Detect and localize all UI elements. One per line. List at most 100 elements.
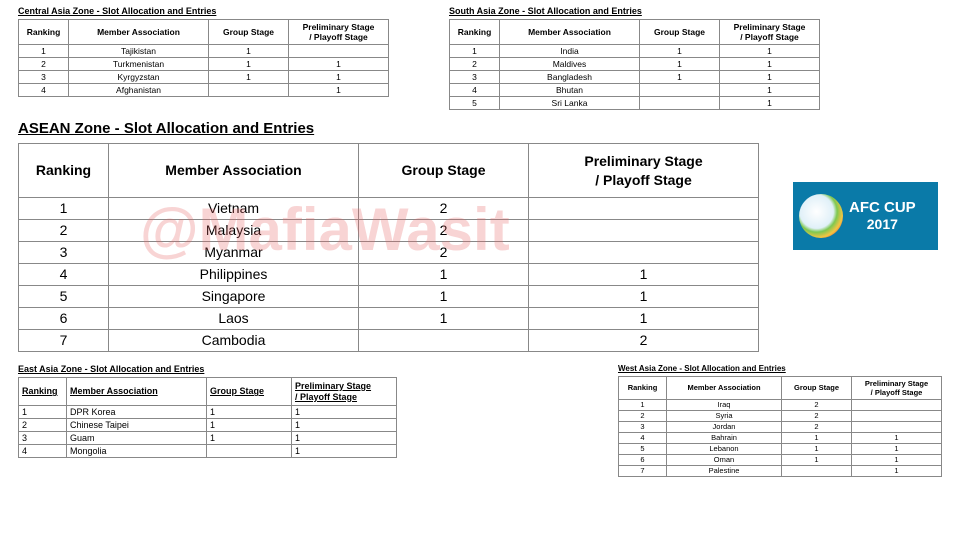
cell-member: Lebanon <box>667 443 782 454</box>
west-zone-table: Ranking Member Association Group Stage P… <box>618 376 942 477</box>
east-zone-block: East Asia Zone - Slot Allocation and Ent… <box>18 364 397 477</box>
asean-zone-table: Ranking Member Association Group Stage P… <box>18 143 759 351</box>
central-zone-block: Central Asia Zone - Slot Allocation and … <box>18 6 389 110</box>
th-prelim: Preliminary Stage/ Playoff Stage <box>292 377 397 406</box>
table-row: 4Mongolia1 <box>19 445 397 458</box>
table-row: 3Jordan2 <box>619 421 942 432</box>
th-prelim: Preliminary Stage/ Playoff Stage <box>289 20 389 45</box>
central-zone-table: Ranking Member Association Group Stage P… <box>18 19 389 97</box>
cell-group: 1 <box>207 432 292 445</box>
cell-member: Bhutan <box>500 84 640 97</box>
cell-group: 2 <box>359 197 529 219</box>
cell-prelim: 1 <box>529 285 759 307</box>
th-group: Group Stage <box>782 376 852 399</box>
cell-prelim: 1 <box>720 84 820 97</box>
west-zone-title: West Asia Zone - Slot Allocation and Ent… <box>618 364 942 373</box>
cell-prelim: 1 <box>529 307 759 329</box>
cell-rank: 2 <box>19 58 69 71</box>
table-row: 1DPR Korea11 <box>19 406 397 419</box>
th-member: Member Association <box>69 20 209 45</box>
cell-prelim <box>852 410 942 421</box>
cell-member: Afghanistan <box>69 84 209 97</box>
th-member: Member Association <box>500 20 640 45</box>
cell-rank: 5 <box>450 97 500 110</box>
cell-group <box>209 84 289 97</box>
cell-prelim: 1 <box>289 58 389 71</box>
cell-prelim: 1 <box>289 84 389 97</box>
cell-member: Palestine <box>667 465 782 476</box>
table-row: 2Malaysia2 <box>19 219 759 241</box>
cell-prelim <box>852 399 942 410</box>
th-group: Group Stage <box>209 20 289 45</box>
cell-prelim: 1 <box>720 45 820 58</box>
cell-prelim <box>529 197 759 219</box>
logo-year-text: 2017 <box>849 216 916 232</box>
table-row: 5Lebanon11 <box>619 443 942 454</box>
cell-member: Tajikistan <box>69 45 209 58</box>
table-row: 2Turkmenistan11 <box>19 58 389 71</box>
cell-rank: 6 <box>19 307 109 329</box>
cell-group: 1 <box>207 406 292 419</box>
cell-member: Maldives <box>500 58 640 71</box>
cell-member: Cambodia <box>109 329 359 351</box>
cell-group: 1 <box>640 58 720 71</box>
table-row: 2Syria2 <box>619 410 942 421</box>
cell-member: Oman <box>667 454 782 465</box>
cell-prelim: 1 <box>720 71 820 84</box>
table-row: 3Guam11 <box>19 432 397 445</box>
cell-rank: 3 <box>450 71 500 84</box>
cell-member: Mongolia <box>67 445 207 458</box>
cell-member: Bangladesh <box>500 71 640 84</box>
table-row: 4Bhutan1 <box>450 84 820 97</box>
cell-group: 2 <box>782 399 852 410</box>
cell-rank: 2 <box>619 410 667 421</box>
east-zone-title: East Asia Zone - Slot Allocation and Ent… <box>18 364 397 374</box>
cell-prelim <box>529 241 759 263</box>
central-zone-title: Central Asia Zone - Slot Allocation and … <box>18 6 389 16</box>
cell-group: 1 <box>359 285 529 307</box>
cell-member: Vietnam <box>109 197 359 219</box>
cell-rank: 3 <box>19 241 109 263</box>
table-row: 3Myanmar2 <box>19 241 759 263</box>
cell-rank: 3 <box>619 421 667 432</box>
west-zone-block: West Asia Zone - Slot Allocation and Ent… <box>618 364 942 477</box>
cell-group: 1 <box>209 58 289 71</box>
table-row: 2Chinese Taipei11 <box>19 419 397 432</box>
south-zone-table: Ranking Member Association Group Stage P… <box>449 19 820 110</box>
cell-rank: 1 <box>19 406 67 419</box>
asean-tbody: 1 Vietnam22Malaysia23Myanmar24Philippines… <box>19 197 759 351</box>
table-row: 1India11 <box>450 45 820 58</box>
cell-rank: 3 <box>19 432 67 445</box>
th-ranking: Ranking <box>19 377 67 406</box>
cell-group: 1 <box>782 443 852 454</box>
table-row: 6Oman11 <box>619 454 942 465</box>
cell-group: 1 <box>209 71 289 84</box>
cell-member: Malaysia <box>109 219 359 241</box>
table-row: 6Laos11 <box>19 307 759 329</box>
cell-member: Iraq <box>667 399 782 410</box>
th-group: Group Stage <box>207 377 292 406</box>
cell-prelim: 1 <box>292 445 397 458</box>
cell-group <box>640 97 720 110</box>
table-row: 1Tajikistan1 <box>19 45 389 58</box>
south-zone-title: South Asia Zone - Slot Allocation and En… <box>449 6 820 16</box>
th-ranking: Ranking <box>19 144 109 197</box>
cell-prelim <box>289 45 389 58</box>
cell-member: DPR Korea <box>67 406 207 419</box>
cell-rank: 2 <box>19 419 67 432</box>
cell-group: 2 <box>359 219 529 241</box>
cell-prelim: 1 <box>720 97 820 110</box>
table-row: 4Bahrain11 <box>619 432 942 443</box>
cell-member: Bahrain <box>667 432 782 443</box>
cell-prelim <box>852 421 942 432</box>
cell-member: Singapore <box>109 285 359 307</box>
cell-member: Turkmenistan <box>69 58 209 71</box>
th-member: Member Association <box>67 377 207 406</box>
cell-group: 1 <box>359 307 529 329</box>
cell-group: 1 <box>209 45 289 58</box>
table-row: 7Cambodia2 <box>19 329 759 351</box>
cell-member: Syria <box>667 410 782 421</box>
cell-group: 2 <box>782 410 852 421</box>
table-row: 7Palestine1 <box>619 465 942 476</box>
table-row: 4Philippines11 <box>19 263 759 285</box>
